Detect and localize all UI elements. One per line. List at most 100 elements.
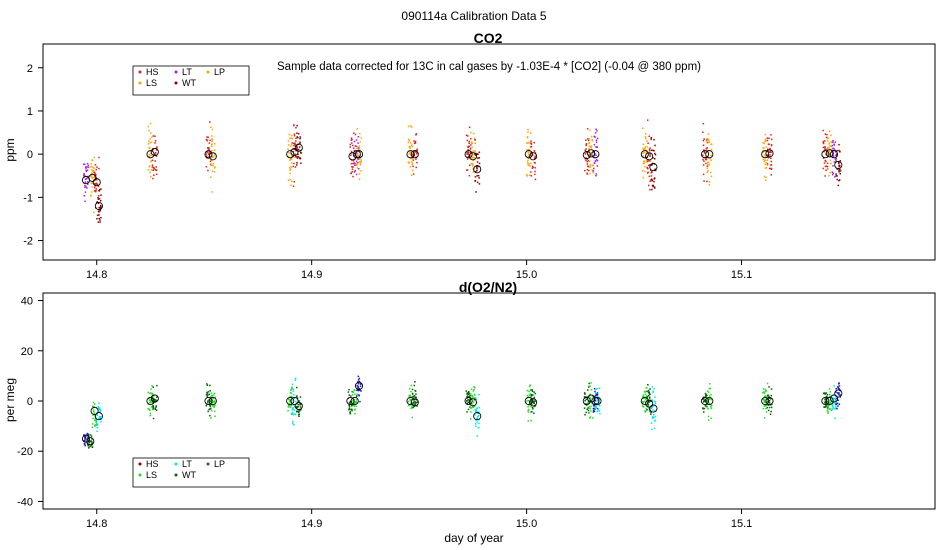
data-point <box>415 393 417 395</box>
data-point <box>595 394 597 396</box>
data-point <box>100 200 102 202</box>
data-point <box>92 414 94 416</box>
data-point <box>708 181 711 183</box>
data-point <box>527 163 530 165</box>
data-point <box>206 392 208 395</box>
data-point <box>827 147 829 149</box>
mean-marker <box>464 150 473 159</box>
data-point <box>770 160 772 163</box>
y-tick-label: 40 <box>21 296 33 308</box>
data-point <box>533 400 535 402</box>
data-point <box>595 154 597 156</box>
data-point <box>647 395 650 397</box>
data-point <box>764 140 766 143</box>
data-point <box>648 391 651 393</box>
data-point <box>465 400 468 402</box>
data-point <box>824 175 826 177</box>
data-point <box>211 138 213 140</box>
data-point <box>839 151 841 153</box>
data-point <box>354 169 356 172</box>
legend-swatch <box>174 81 178 85</box>
data-point <box>83 175 85 177</box>
data-point <box>645 410 647 412</box>
data-point <box>94 172 96 175</box>
data-point <box>92 176 94 179</box>
data-point <box>703 152 706 154</box>
data-point <box>651 188 653 191</box>
data-point <box>287 179 290 181</box>
data-point <box>410 407 412 410</box>
data-point <box>643 170 646 173</box>
data-point <box>149 402 151 404</box>
data-point <box>87 440 89 442</box>
data-point <box>98 408 100 411</box>
data-point <box>154 153 157 156</box>
data-point <box>152 386 154 388</box>
data-point <box>763 154 766 156</box>
data-point <box>650 175 653 177</box>
data-point <box>296 164 298 166</box>
data-point <box>150 175 152 178</box>
data-point <box>90 174 93 177</box>
data-point <box>770 157 772 159</box>
x-tick-label: 14.9 <box>301 269 322 281</box>
data-point <box>836 153 838 155</box>
data-point <box>588 150 590 153</box>
data-point <box>533 141 535 144</box>
legend-swatch <box>138 473 142 477</box>
data-point <box>593 395 596 398</box>
data-point <box>209 139 211 141</box>
data-point <box>527 159 529 162</box>
data-point <box>207 147 209 150</box>
data-point <box>100 205 102 208</box>
data-point <box>92 166 95 169</box>
data-point <box>702 398 704 401</box>
data-point <box>594 407 597 409</box>
data-point <box>210 145 213 147</box>
data-point <box>765 411 768 413</box>
data-point <box>646 409 648 411</box>
data-point <box>765 176 767 179</box>
data-point <box>299 406 302 408</box>
data-point <box>296 124 298 127</box>
data-point <box>411 395 414 398</box>
data-point <box>769 413 772 415</box>
data-point <box>596 165 599 167</box>
data-point <box>822 157 825 159</box>
data-point <box>150 159 153 162</box>
data-point <box>211 140 213 143</box>
data-point <box>211 150 213 152</box>
data-point <box>350 408 352 411</box>
mean-marker <box>649 163 658 172</box>
data-point <box>652 391 654 394</box>
data-point <box>527 420 529 422</box>
data-point <box>290 168 292 170</box>
data-point <box>212 397 214 400</box>
data-point <box>151 393 154 396</box>
data-point <box>826 148 828 151</box>
data-point <box>762 158 765 160</box>
data-point <box>645 387 647 389</box>
mean-marker <box>821 150 830 159</box>
data-point <box>824 147 826 149</box>
data-point <box>644 136 647 138</box>
data-point <box>526 400 528 402</box>
data-point <box>353 409 356 411</box>
data-point <box>84 440 86 442</box>
mean-marker <box>286 396 295 406</box>
data-point <box>528 151 530 153</box>
data-point <box>414 140 417 143</box>
data-point <box>707 408 709 410</box>
data-point <box>651 428 653 431</box>
data-point <box>299 157 302 160</box>
mean-marker <box>294 143 303 152</box>
data-point <box>208 393 211 395</box>
data-point <box>595 173 597 175</box>
data-point <box>293 145 295 147</box>
data-point <box>214 415 216 417</box>
data-point <box>824 393 826 395</box>
data-point <box>530 419 532 422</box>
data-point <box>213 404 215 406</box>
data-point <box>351 142 353 144</box>
data-point <box>297 148 300 151</box>
